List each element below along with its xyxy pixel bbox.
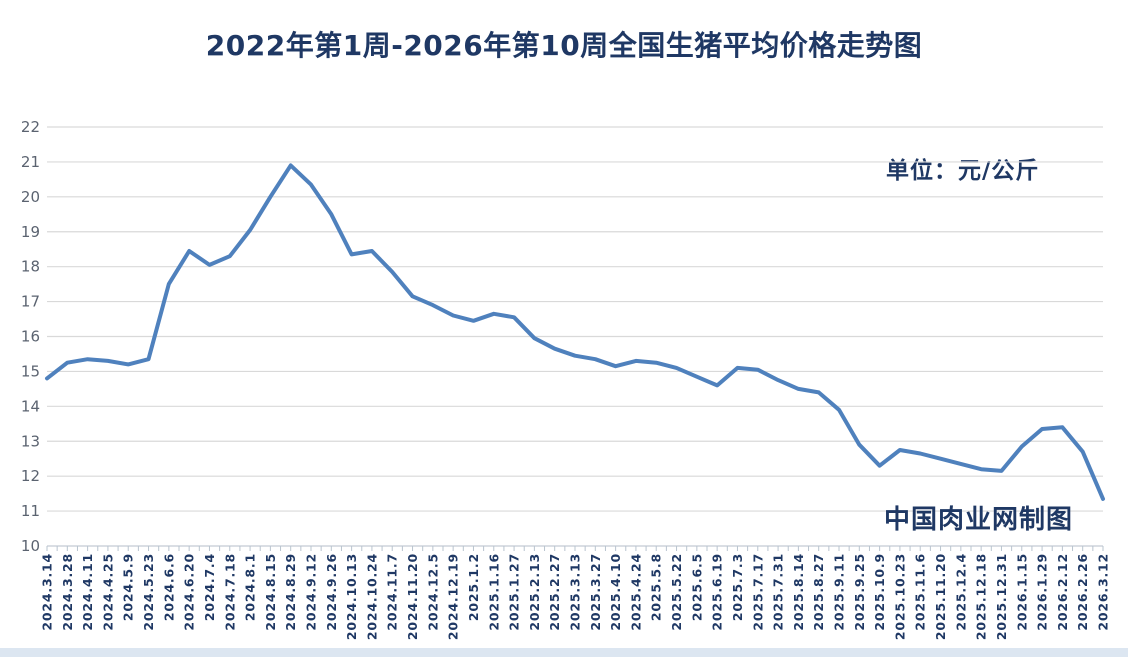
x-axis-label: 2026.2.12 bbox=[1055, 553, 1070, 631]
x-axis-label: 2024.11.20 bbox=[405, 553, 420, 640]
x-axis-label: 2025.6.19 bbox=[710, 553, 725, 631]
x-axis-label: 2025.4.24 bbox=[628, 553, 643, 631]
x-axis-label: 2025.1.16 bbox=[486, 553, 501, 631]
x-axis-label: 2025.12.31 bbox=[994, 553, 1009, 640]
chart-title: 2022年第1周-2026年第10周全国生猪平均价格走势图 bbox=[205, 29, 923, 62]
x-axis-label: 2024.10.13 bbox=[344, 553, 359, 640]
x-axis-label: 2025.8.14 bbox=[791, 553, 806, 631]
x-axis-label: 2024.3.14 bbox=[40, 553, 55, 631]
x-axis-label: 2024.6.20 bbox=[182, 553, 197, 631]
x-axis-label: 2025.5.22 bbox=[669, 553, 684, 631]
x-axis-label: 2025.7.3 bbox=[730, 553, 745, 621]
x-axis-label: 2024.5.9 bbox=[121, 553, 136, 621]
watermark-text: 中国肉业网制图 bbox=[884, 505, 1074, 535]
x-axis-label: 2025.8.27 bbox=[811, 553, 826, 631]
x-axis-label: 2024.4.25 bbox=[100, 553, 115, 631]
x-axis-label: 2025.10.9 bbox=[872, 553, 887, 631]
x-axis-label: 2025.7.17 bbox=[750, 553, 765, 631]
x-axis-label: 2024.8.15 bbox=[263, 553, 278, 631]
x-axis-label: 2024.12.19 bbox=[446, 553, 461, 640]
x-axis-ticks bbox=[46, 546, 1104, 551]
gridlines bbox=[47, 126, 1103, 547]
x-axis-label: 2025.11.20 bbox=[933, 553, 948, 640]
x-axis-label: 2025.7.31 bbox=[771, 553, 786, 631]
y-axis-label: 20 bbox=[21, 188, 40, 206]
x-axis-label: 2024.9.26 bbox=[324, 553, 339, 631]
x-axis-label: 2024.10.24 bbox=[364, 553, 379, 640]
y-axis-label: 10 bbox=[21, 537, 40, 555]
bottom-strip bbox=[0, 648, 1128, 657]
x-axis-label: 2025.4.10 bbox=[608, 553, 623, 631]
x-axis-label: 2025.11.6 bbox=[913, 553, 928, 631]
y-axis-label: 11 bbox=[21, 502, 40, 520]
y-axis-label: 19 bbox=[21, 223, 40, 241]
y-axis-label: 18 bbox=[21, 258, 40, 276]
x-axis-label: 2025.6.5 bbox=[689, 553, 704, 621]
x-axis-label: 2025.9.25 bbox=[852, 553, 867, 631]
y-axis-label: 12 bbox=[21, 467, 40, 485]
x-axis-label: 2024.11.7 bbox=[385, 553, 400, 631]
x-axis-label: 2025.3.13 bbox=[568, 553, 583, 631]
x-axis-label: 2024.7.18 bbox=[222, 553, 237, 631]
x-axis-label: 2025.1.27 bbox=[507, 553, 522, 631]
x-axis-label: 2025.1.2 bbox=[466, 553, 481, 621]
x-axis-label: 2024.9.12 bbox=[304, 553, 319, 631]
x-axis-label: 2025.12.4 bbox=[953, 553, 968, 631]
y-axis-label: 13 bbox=[21, 432, 40, 450]
y-axis-label: 21 bbox=[21, 153, 40, 171]
y-axis-label: 22 bbox=[21, 118, 40, 136]
y-axis-label: 15 bbox=[21, 362, 40, 380]
x-axis-label: 2024.7.4 bbox=[202, 553, 217, 621]
price-line-series bbox=[45, 163, 1105, 501]
x-axis-label: 2025.9.11 bbox=[832, 553, 847, 631]
y-axis-label: 14 bbox=[21, 397, 40, 415]
x-axis-label: 2026.1.29 bbox=[1035, 553, 1050, 631]
x-axis-labels: 2024.3.14 2024.3.28 2024.4.11 2024.4.25 2024… bbox=[40, 553, 1111, 640]
x-axis-label: 2025.5.8 bbox=[649, 553, 664, 621]
y-axis-label: 17 bbox=[21, 293, 40, 311]
y-axis-label: 16 bbox=[21, 328, 40, 346]
x-axis-label: 2024.12.5 bbox=[425, 553, 440, 631]
x-axis-label: 2025.3.27 bbox=[588, 553, 603, 631]
x-axis-label: 2026.2.26 bbox=[1075, 553, 1090, 631]
x-axis-label: 2025.2.27 bbox=[547, 553, 562, 631]
x-axis-label: 2025.2.13 bbox=[527, 553, 542, 631]
x-axis-label: 2024.6.6 bbox=[161, 553, 176, 621]
x-axis-label: 2024.8.1 bbox=[243, 553, 258, 621]
x-axis-label: 2026.1.15 bbox=[1014, 553, 1029, 631]
y-axis-labels: 10 11 12 13 14 15 16 17 18 19 20 21 22 bbox=[21, 118, 40, 555]
x-axis-label: 2025.12.18 bbox=[974, 553, 989, 640]
x-axis-label: 2026.3.12 bbox=[1096, 553, 1111, 631]
x-axis-label: 2024.5.23 bbox=[141, 553, 156, 631]
x-axis-label: 2024.8.29 bbox=[283, 553, 298, 631]
x-axis-label: 2024.4.11 bbox=[80, 553, 95, 631]
x-axis-label: 2025.10.23 bbox=[892, 553, 907, 640]
x-axis-label: 2024.3.28 bbox=[60, 553, 75, 631]
